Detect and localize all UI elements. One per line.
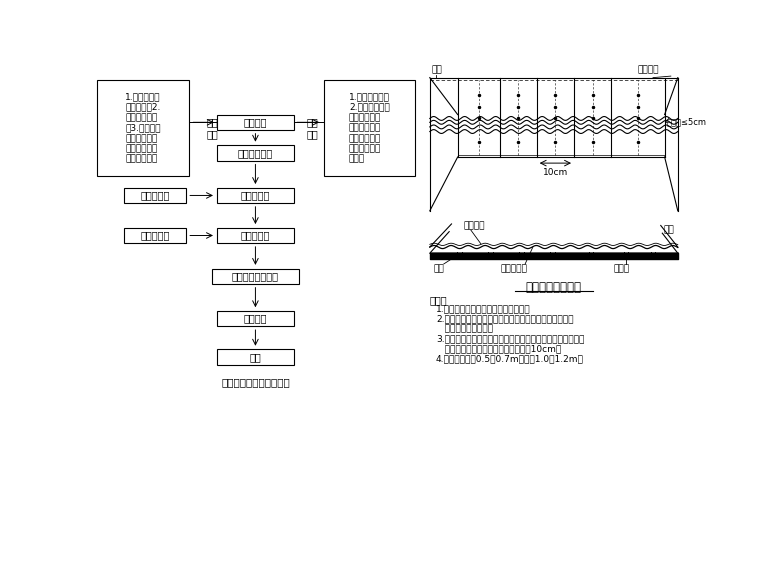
FancyBboxPatch shape xyxy=(125,188,186,203)
Text: 防水板铺设施工工艺框图: 防水板铺设施工工艺框图 xyxy=(221,377,290,387)
FancyBboxPatch shape xyxy=(217,115,294,130)
Text: 射钉: 射钉 xyxy=(434,264,445,274)
Text: 安装排水盲沟: 安装排水盲沟 xyxy=(238,148,273,158)
Text: 喷砼: 喷砼 xyxy=(663,226,674,234)
Text: 手动热熔器: 手动热熔器 xyxy=(141,230,170,241)
FancyBboxPatch shape xyxy=(324,80,415,176)
Text: 2.防水板铺设前，燃烧截面不得有锚杆头外露，对应心不: 2.防水板铺设前，燃烧截面不得有锚杆头外露，对应心不 xyxy=(436,314,574,323)
Text: 准备射钉枪: 准备射钉枪 xyxy=(141,190,170,201)
Text: 4.射钉间距纵向0.5－0.7m，边墙1.0－1.2m；: 4.射钉间距纵向0.5－0.7m，边墙1.0－1.2m； xyxy=(436,354,584,363)
Text: 质量检查: 质量检查 xyxy=(244,314,268,324)
Text: 固定土工膜: 固定土工膜 xyxy=(241,190,270,201)
Text: 10cm: 10cm xyxy=(543,169,568,177)
Text: 防水板搭接缝焊接: 防水板搭接缝焊接 xyxy=(232,271,279,282)
Text: 说明：: 说明： xyxy=(430,295,448,305)
FancyBboxPatch shape xyxy=(217,349,294,365)
Text: 验收: 验收 xyxy=(249,352,261,362)
Text: 延触防水板: 延触防水板 xyxy=(500,264,527,274)
Text: 1.防水板材料
质量检查；2.
面焊缝搭接端
；3.防水板分
块邻边须二级
截取，将块邻
的对称整起。: 1.防水板材料 质量检查；2. 面焊缝搭接端 ；3.防水板分 块邻边须二级 截取… xyxy=(125,92,161,164)
FancyBboxPatch shape xyxy=(217,228,294,243)
Text: 洞外
准备: 洞外 准备 xyxy=(207,117,219,139)
Text: 平部位应修整补修；: 平部位应修整补修； xyxy=(436,324,493,333)
Text: 洞内
准备: 洞内 准备 xyxy=(306,117,318,139)
FancyBboxPatch shape xyxy=(217,188,294,203)
FancyBboxPatch shape xyxy=(125,228,186,243)
FancyBboxPatch shape xyxy=(97,80,188,176)
FancyBboxPatch shape xyxy=(212,268,299,284)
Text: 1.工作台就位；
2.搭接锚杆头，
外露锚段，锚
杆头周密料帽
单位，切断、
装丝头周砂浆
抹平。: 1.工作台就位； 2.搭接锚杆头， 外露锚段，锚 杆头周密料帽 单位，切断、 装… xyxy=(349,92,390,164)
Text: 隧道纵向: 隧道纵向 xyxy=(638,66,659,75)
Text: 防水板置度: 防水板置度 xyxy=(241,230,270,241)
Text: 防水板铺设示意图: 防水板铺设示意图 xyxy=(526,281,582,294)
Text: 土工膜: 土工膜 xyxy=(614,264,630,274)
FancyBboxPatch shape xyxy=(217,145,294,161)
FancyBboxPatch shape xyxy=(217,311,294,327)
Text: 准备工作: 准备工作 xyxy=(244,117,268,127)
Text: 3.土工膜用射钉固定，防水板搭接在专用垫板固定木上，焊接: 3.土工膜用射钉固定，防水板搭接在专用垫板固定木上，焊接 xyxy=(436,334,584,343)
Text: 射钉: 射钉 xyxy=(432,66,442,75)
Text: 粘接宽≤5cm: 粘接宽≤5cm xyxy=(667,118,706,127)
Text: 处用热熔焊接，焊缝搭接宽至不小于10cm；: 处用热熔焊接，焊缝搭接宽至不小于10cm； xyxy=(436,344,561,353)
Text: 1.防水板在初期支护面无隔足层迹件；: 1.防水板在初期支护面无隔足层迹件； xyxy=(436,304,530,313)
Text: 热熔垫片: 热熔垫片 xyxy=(463,221,485,230)
